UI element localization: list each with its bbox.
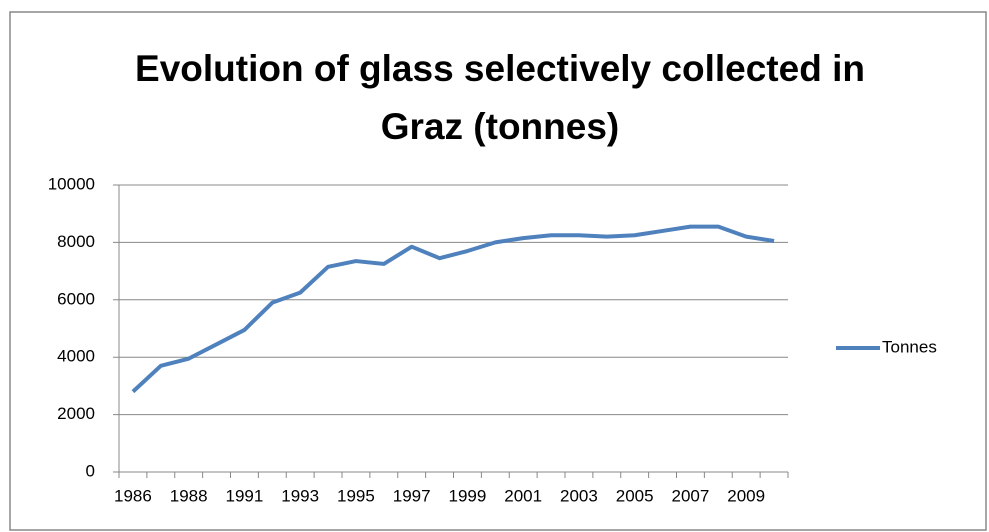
x-tick-label: 2009 — [727, 486, 765, 505]
y-tick-label: 0 — [86, 461, 95, 480]
legend-label: Tonnes — [882, 337, 937, 356]
x-tick-label: 1999 — [449, 486, 487, 505]
x-tick-label: 1997 — [393, 486, 431, 505]
x-tick-label: 1993 — [281, 486, 319, 505]
y-tick-label: 10000 — [48, 174, 95, 193]
x-tick-label: 1991 — [226, 486, 264, 505]
y-tick-label: 6000 — [57, 289, 95, 308]
y-tick-label: 4000 — [57, 347, 95, 366]
x-tick-label: 2005 — [616, 486, 654, 505]
x-tick-label: 2007 — [672, 486, 710, 505]
x-tick-label: 1988 — [170, 486, 208, 505]
chart-title: Evolution of glass selectively collected… — [135, 48, 865, 147]
x-tick-label: 2001 — [504, 486, 542, 505]
data-line — [131, 224, 775, 394]
x-tick-label: 2003 — [560, 486, 598, 505]
y-tick-label: 2000 — [57, 404, 95, 423]
chart-border — [9, 11, 987, 531]
x-tick-label: 1986 — [114, 486, 152, 505]
y-tick-label: 8000 — [57, 232, 95, 251]
x-tick-label: 1995 — [337, 486, 375, 505]
